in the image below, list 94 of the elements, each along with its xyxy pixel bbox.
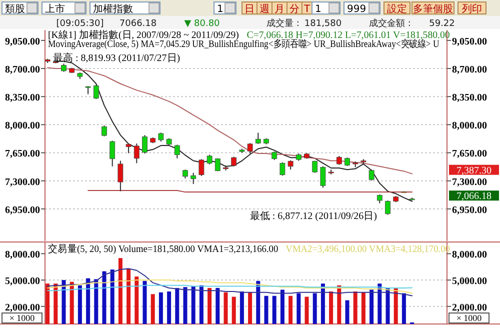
candlestick [288, 160, 294, 170]
bar [167, 291, 172, 324]
y-tick-label: 9,050.00 [5, 36, 40, 48]
bar [78, 285, 82, 324]
candlestick [126, 143, 132, 154]
bar [54, 284, 58, 324]
bar [142, 280, 147, 324]
candlestick [255, 132, 261, 144]
bar [240, 291, 244, 324]
candlestick [93, 84, 99, 100]
bar [224, 292, 228, 324]
bar [216, 288, 220, 324]
y-tick-label: 8,000.00 [5, 120, 40, 132]
candlestick [206, 154, 212, 165]
candlestick [134, 143, 140, 164]
bar [378, 284, 382, 324]
y2-tick-label: 5,000.00 [452, 276, 487, 288]
candlestick [385, 200, 390, 216]
bar [46, 284, 50, 324]
bar [353, 291, 358, 324]
bar [70, 282, 74, 324]
bar [402, 293, 406, 324]
toolbar: 類股 上市 加權指數 1 日 週 月 分 T 1 999 設定 多筆個股 列印 [09:05:30] 7066.18 ▼ 80.80 成交量 : 181,580 成交金額 : 59.22 [0, 0, 500, 29]
bar [118, 258, 122, 324]
bar [62, 280, 66, 324]
bar [361, 292, 366, 324]
bar [232, 296, 236, 324]
candlestick [142, 134, 148, 154]
bar [345, 300, 350, 324]
bar [86, 278, 90, 324]
candlestick [110, 140, 116, 167]
bar [150, 294, 155, 324]
y-tick-label: 7,650.00 [5, 148, 40, 160]
bar [337, 285, 342, 324]
candlestick [247, 142, 253, 154]
y-tick-label: 8,350.00 [5, 92, 40, 104]
candlestick [312, 160, 318, 174]
bar [199, 285, 204, 324]
y-tick-label: 7,300.00 [5, 176, 40, 188]
bar [208, 288, 212, 324]
annotation: 最低 : 6,877.12 (2011/09/26日) [250, 210, 377, 222]
y2-tick-label: 9,050.00 [452, 36, 487, 48]
y2-tick-label: 8,350.00 [452, 92, 487, 104]
y-tick-label: 8,700.00 [5, 64, 40, 76]
chart-title: [K線1] 加權指數(日, 2007/09/28 ~ 2011/09/29) [48, 28, 239, 42]
bar [110, 270, 114, 324]
bar [248, 292, 252, 324]
line-series [47, 268, 413, 296]
y2-tick-label: 8,000.00 [452, 250, 487, 261]
bar [183, 287, 188, 324]
bar [102, 271, 106, 324]
y-tick-label: 6,950.00 [5, 204, 40, 216]
line-series [47, 280, 413, 294]
text: 7,066.18 [456, 191, 492, 202]
line-series [47, 67, 413, 174]
bar [288, 296, 293, 324]
bar [329, 291, 334, 324]
candlestick [280, 162, 286, 176]
y2-tick-label: 2,000.00 [452, 302, 487, 314]
bar [304, 296, 309, 324]
y2-tick-label: 7,300.00 [452, 176, 487, 188]
bar [126, 268, 131, 324]
y-tick-label: 8,000.00 [5, 250, 40, 261]
y2-tick-label: 8,000.00 [452, 120, 487, 132]
candlestick [118, 160, 124, 192]
text: 7,387.30 [456, 165, 492, 176]
y2-tick-label: 7,650.00 [452, 148, 487, 160]
y2-tick-label: 8,700.00 [452, 64, 487, 76]
candlestick [190, 172, 196, 185]
bar [256, 280, 260, 324]
bar [280, 290, 284, 324]
bar [296, 293, 301, 324]
bar [264, 296, 268, 324]
bar [312, 293, 317, 324]
bar [272, 296, 276, 324]
candlestick [198, 158, 204, 177]
bar [191, 286, 196, 324]
bar [175, 288, 180, 324]
bar [158, 292, 163, 324]
text: × 1000 [456, 313, 482, 323]
bar [320, 284, 325, 324]
bar [370, 290, 374, 324]
chart-title: 交易量(5, 20, 50) Volume=181,580.00 VMA1=3,213,166.00 [48, 242, 278, 256]
y2-tick-label: 6,950.00 [452, 204, 487, 216]
y-tick-label: 2,000.00 [5, 302, 40, 314]
bar [394, 288, 398, 324]
text: × 1000 [9, 313, 36, 323]
y-tick-label: 5,000.00 [5, 276, 40, 288]
bar [94, 279, 98, 324]
candlestick [174, 144, 180, 159]
candlestick [368, 169, 374, 181]
candlestick [320, 166, 326, 188]
bar [134, 276, 139, 324]
candlestick [102, 124, 107, 137]
